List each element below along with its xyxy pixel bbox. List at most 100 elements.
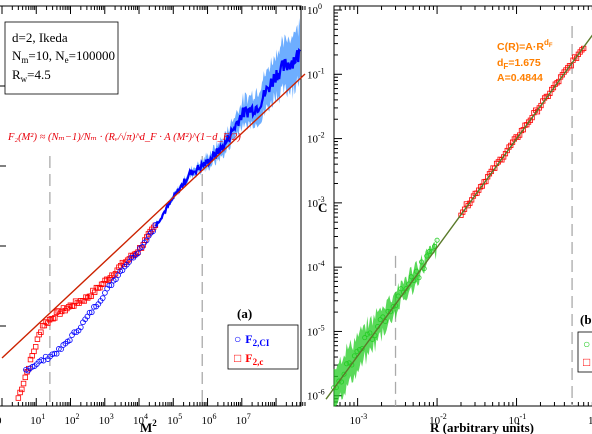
f2c-point	[45, 320, 51, 326]
right-red-point	[460, 209, 466, 215]
f2c-point	[59, 308, 65, 315]
right-red-point	[474, 190, 480, 196]
right-green-point	[367, 330, 373, 336]
right-red-point	[501, 154, 507, 160]
power-law-fit-line	[325, 34, 592, 400]
left-xtick-label: 104	[133, 412, 148, 427]
f2c-point	[81, 298, 87, 304]
f2c-point	[90, 287, 96, 294]
f2c-point	[27, 356, 34, 363]
right-green-point	[364, 331, 370, 337]
green-error-band	[333, 237, 438, 407]
f2c-point	[53, 309, 60, 315]
right-red-point	[579, 47, 585, 53]
left-xlabel: M2	[140, 418, 157, 434]
f2c-point	[102, 277, 108, 284]
fit-eq: C(R)=A·RdF	[497, 38, 553, 53]
f2c-point	[20, 380, 27, 387]
f2c-point	[64, 305, 70, 312]
f2c-point	[46, 317, 53, 323]
right-xtick-label: 10	[588, 415, 592, 427]
right-green-point	[390, 304, 396, 310]
left-xtick-label: 106	[202, 412, 217, 427]
info-box	[4, 21, 119, 95]
left-panel: d=2, Ikeda Nm=10, Ne=100000 Rw=4.5 F₂(M²…	[0, 5, 306, 434]
right-red-point	[554, 80, 560, 86]
right-green-point	[377, 317, 383, 323]
f2ci-point	[77, 324, 84, 331]
svg-text:d=2, Ikeda: d=2, Ikeda	[12, 30, 68, 45]
f2ci-point	[128, 254, 135, 261]
f2c-point	[17, 389, 23, 396]
f2c-point	[83, 294, 89, 300]
left-xtick-label: 102	[65, 412, 80, 427]
right-green-point	[344, 361, 350, 367]
f2c-point	[52, 315, 58, 321]
f2c-point	[104, 276, 110, 282]
left-xtick-label: 107	[236, 412, 251, 427]
right-green-point	[419, 259, 425, 265]
left-xtick-label: 0	[0, 415, 2, 427]
f2ci-point	[53, 350, 60, 357]
f2c-point	[31, 348, 37, 355]
right-red-point	[492, 165, 498, 171]
right-panel: 100 10-1 10-2 10-3 10-4 10-5 10-6 10-3 10-2 10-1…	[307, 2, 592, 434]
f2ci-line	[154, 47, 301, 227]
f2ci-point	[126, 259, 132, 265]
right-xtick-label: 10-2	[429, 412, 447, 427]
fit-formula: F₂(M²) ≈ (Nₘ−1)/Nₘ · (Rᵥ/√π)^d_F · A (M²…	[7, 131, 241, 143]
f2c-point	[65, 304, 72, 310]
f2c-point	[93, 284, 100, 291]
left-xtick-label: 105	[167, 412, 182, 427]
f2c-point	[95, 285, 101, 291]
left-reference-lines	[49, 156, 203, 406]
f2ci-point	[51, 350, 58, 357]
right-ytick-label: 100	[307, 2, 322, 17]
f2ci-point	[150, 228, 156, 234]
info-line2: Nm=10, Ne=100000	[12, 48, 115, 65]
right-green-point	[434, 237, 440, 243]
f2ci-point	[143, 237, 150, 244]
f2ci-point	[106, 282, 113, 289]
right-legend-box	[577, 331, 592, 373]
right-green-point	[395, 293, 401, 299]
right-green-point	[380, 314, 386, 320]
f2c-point	[55, 308, 61, 314]
f2c-point	[38, 329, 44, 335]
right-green-point	[408, 274, 414, 280]
f2ci-point	[135, 250, 141, 257]
legend-green: ○	[583, 337, 590, 351]
right-ytick-label: 10-6	[307, 388, 325, 403]
f2ci-point	[152, 222, 159, 228]
right-xtick-label: 10-3	[350, 412, 368, 427]
left-legend-box	[227, 324, 299, 370]
f2c-point	[15, 395, 22, 401]
f2c-point	[32, 344, 39, 350]
right-ticks	[334, 6, 592, 407]
f2ci-point	[88, 309, 95, 316]
right-red-point	[476, 187, 482, 193]
fit-line	[1, 73, 306, 359]
f2c-point	[107, 275, 113, 281]
right-red-point	[458, 212, 464, 218]
left-xtick-label: 101	[30, 412, 45, 427]
f2c-point	[85, 295, 91, 301]
f2c-point	[67, 302, 74, 308]
f2ci-point	[91, 304, 97, 310]
right-green-point	[336, 378, 342, 384]
right-ytick-labels: 100 10-1 10-2 10-3 10-4 10-5 10-6	[307, 2, 325, 403]
right-red-point	[467, 200, 473, 206]
right-green-point	[362, 335, 368, 341]
f2c-point	[117, 263, 124, 269]
f2ci-point	[86, 309, 93, 316]
right-green-point	[398, 286, 404, 292]
f2c-point	[88, 293, 94, 299]
right-red-point	[469, 197, 475, 203]
right-green-point	[388, 309, 394, 315]
right-red-point	[527, 117, 533, 123]
right-green-point	[424, 253, 430, 259]
fit-df: dF=1.675	[497, 57, 541, 71]
f2ci-point	[99, 295, 106, 301]
f2ci-point	[56, 346, 62, 352]
